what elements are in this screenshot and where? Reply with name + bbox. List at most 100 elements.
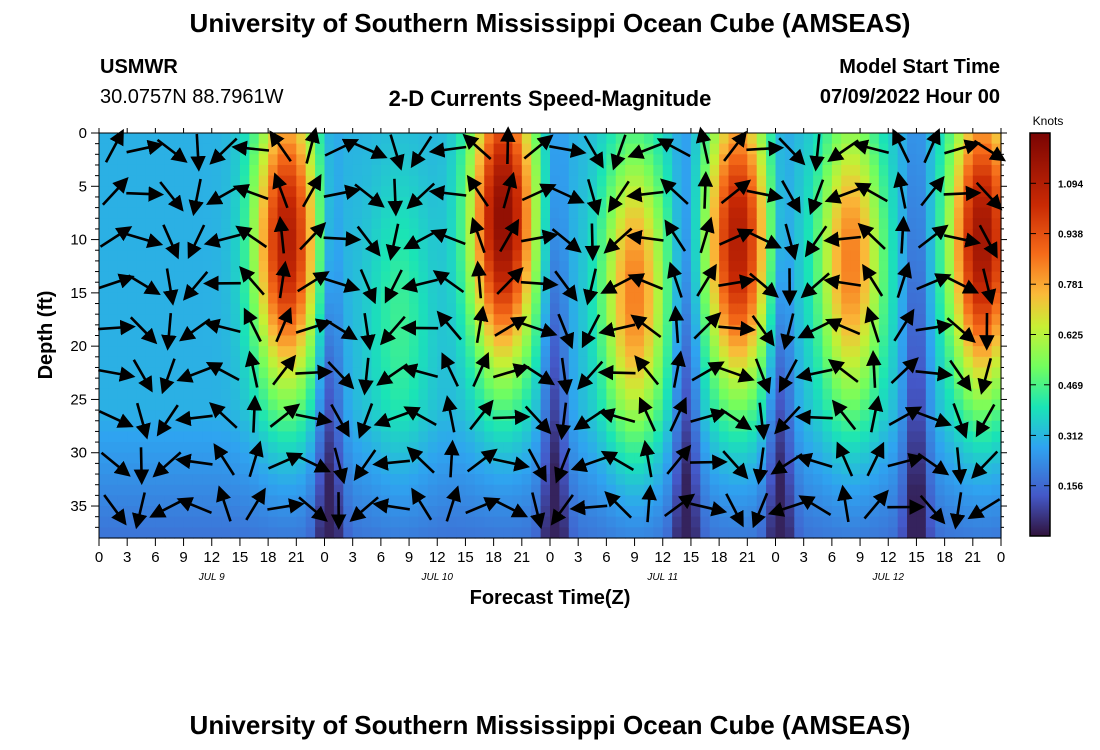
heat-cell [117,378,128,390]
heat-cell [860,452,871,464]
heat-cell [540,442,551,454]
heat-cell [643,324,654,337]
heat-cell [784,474,795,486]
heat-cell [794,506,805,518]
heat-cell [427,399,438,411]
heat-cell [145,399,156,411]
heat-cell [559,495,570,507]
heat-cell [427,346,438,358]
heat-cell [221,196,232,209]
heat-cell [925,516,936,528]
heat-cell [766,495,777,507]
heat-cell [737,506,748,518]
heat-cell [916,314,927,326]
heat-cell [756,431,767,443]
station-name: USMWR [100,56,178,78]
heat-cell [164,516,175,528]
heat-cell [850,335,861,347]
heat-cell [493,218,504,230]
heat-cell [954,314,965,326]
heat-cell [296,463,307,475]
heat-cell [766,527,777,539]
heat-cell [277,474,288,486]
heat-cell [653,442,664,454]
heat-cell [352,527,363,539]
heat-cell [925,314,936,326]
heat-cell [409,431,420,443]
heat-cell [333,378,344,390]
heat-cell [380,442,391,454]
heat-cell [559,474,570,486]
heat-cell [822,175,833,187]
heat-cell [822,527,833,539]
heat-cell [164,506,175,518]
heat-cell [174,463,185,475]
heat-cell [803,303,814,315]
heat-cell [418,399,429,411]
heat-cell [606,527,617,539]
heat-cell [690,431,701,443]
heat-cell [596,260,607,273]
heat-cell [615,292,626,305]
heat-cell [709,282,720,294]
heat-cell [822,474,833,486]
heat-cell [409,324,420,337]
heat-cell [268,292,279,305]
heat-cell [258,324,269,337]
heat-cell [277,250,288,262]
current-arrow [295,364,334,381]
heat-cell [803,133,814,145]
current-arrow [557,313,575,350]
heat-cell [249,282,260,294]
heat-cell [662,292,673,305]
heat-cell [888,335,899,347]
heat-cell [747,474,758,486]
heat-cell [550,164,560,177]
heat-cell [907,133,918,145]
heat-cell [456,410,467,422]
current-arrow [500,126,516,165]
heat-cell [587,133,598,145]
heat-cell [719,324,730,337]
heat-cell [850,303,861,315]
heat-cell [653,303,664,315]
heat-cell [935,133,946,145]
heat-cell [737,239,748,251]
heat-cell [465,207,476,219]
heat-cell [615,250,626,262]
current-arrow [176,497,212,515]
heat-cell [747,164,758,177]
heat-cell [681,474,692,486]
current-arrow [472,351,490,388]
heat-cell [117,495,128,507]
heat-cell [155,164,166,177]
heat-cell [672,218,683,230]
current-arrow [890,357,919,385]
current-arrow [323,277,361,293]
current-arrow [943,232,982,248]
heat-cell [850,292,861,305]
heat-cell [296,346,307,358]
heat-cell [719,143,730,155]
heat-cell [484,431,495,443]
heat-cell [878,196,889,209]
heat-cell [991,452,1002,464]
heat-cell [813,175,824,187]
heat-cell [935,207,946,219]
heat-cell [719,527,730,539]
current-arrow [269,403,301,428]
heat-cell [446,175,457,187]
heat-cell [916,196,927,209]
heat-cell [230,516,241,528]
heat-cell [418,133,429,145]
heat-cell [239,442,250,454]
heat-cell [690,133,701,145]
heat-cell [99,516,109,528]
current-arrow [691,361,725,382]
heat-cell [625,143,636,155]
heat-cell [117,335,128,347]
heat-cell [409,516,420,528]
heat-cell [737,399,748,411]
heat-cell [145,218,156,230]
heat-cell [136,303,147,315]
